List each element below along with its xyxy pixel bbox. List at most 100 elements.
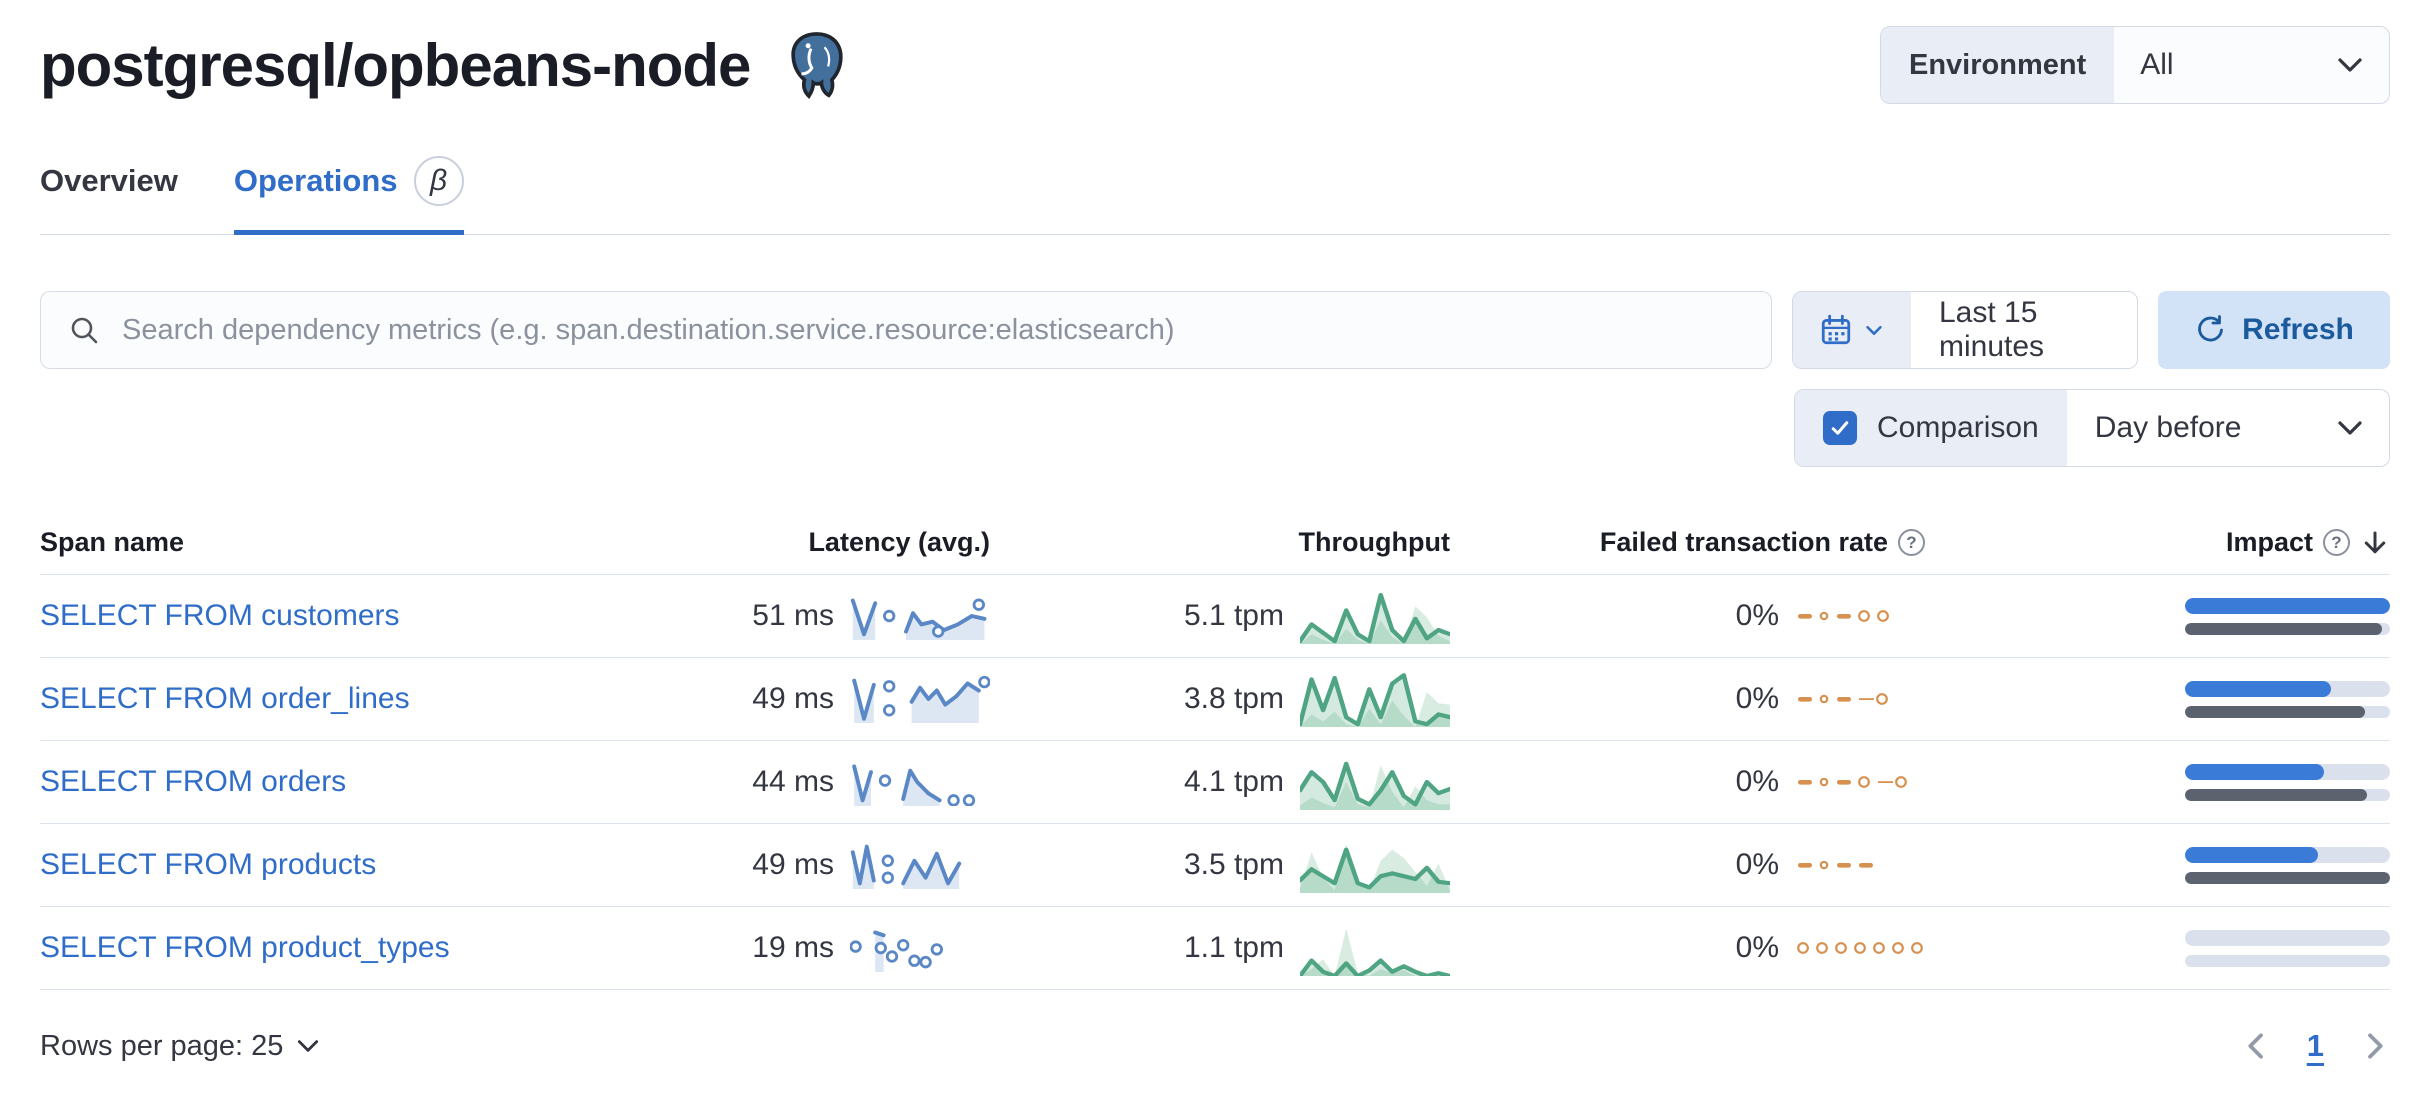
impact-bars <box>2185 680 2390 718</box>
comparison-checkbox[interactable] <box>1823 411 1857 445</box>
impact-bar-current <box>2185 680 2331 697</box>
rows-per-page-label: Rows per page: 25 <box>40 1029 284 1062</box>
failed-rate-cell: 0% <box>1450 682 1925 716</box>
failed-rate-sparkline <box>1798 776 1907 788</box>
tab-operations-label: Operations <box>233 163 398 198</box>
latency-sparkline <box>850 844 962 889</box>
table-row: SELECT FROM orders 44 ms 4.1 tpm 0% <box>40 741 2390 824</box>
tab-operations[interactable]: Operations β <box>233 156 464 235</box>
column-span-name[interactable]: Span name <box>40 527 185 557</box>
throughput-value: 5.1 tpm <box>1183 599 1284 632</box>
latency-cell: 51 ms <box>600 592 990 640</box>
chevron-down-icon <box>2338 421 2362 435</box>
throughput-sparkline <box>1300 928 1450 976</box>
environment-select[interactable]: Environment All <box>1880 26 2390 104</box>
tab-overview-label: Overview <box>40 163 178 198</box>
column-failed-rate-label: Failed transaction rate <box>1599 527 1888 557</box>
impact-bar-track <box>2185 929 2390 946</box>
column-impact[interactable]: Impact ? <box>1925 527 2390 558</box>
refresh-label: Refresh <box>2242 313 2354 346</box>
failed-rate-value: 0% <box>1735 682 1779 715</box>
span-link[interactable]: SELECT FROM customers <box>40 599 400 632</box>
impact-bar-previous <box>2185 788 2368 801</box>
impact-bar-current <box>2185 846 2319 863</box>
comparison-row: Comparison Day before <box>40 389 2390 467</box>
span-name-cell: SELECT FROM order_lines <box>40 682 600 716</box>
next-page-button[interactable] <box>2358 1030 2390 1062</box>
failed-rate-cell: 0% <box>1450 599 1925 633</box>
latency-sparkline <box>850 930 943 972</box>
postgresql-logo <box>791 32 844 99</box>
table-row: SELECT FROM order_lines 49 ms 3.8 tpm 0% <box>40 658 2390 741</box>
latency-cell: 19 ms <box>600 924 990 972</box>
column-latency[interactable]: Latency (avg.) <box>808 527 990 557</box>
table-footer: Rows per page: 25 1 <box>40 990 2390 1102</box>
date-quick-select[interactable] <box>1793 292 1911 368</box>
chevron-down-icon <box>298 1040 319 1052</box>
failed-rate-sparkline <box>1798 610 1889 622</box>
impact-bars <box>2185 929 2390 967</box>
span-name-cell: SELECT FROM products <box>40 848 600 882</box>
impact-bar-track <box>2185 846 2390 863</box>
impact-cell <box>1925 929 2390 967</box>
tab-bar: Overview Operations β <box>40 156 2390 235</box>
span-link[interactable]: SELECT FROM orders <box>40 765 347 798</box>
failed-rate-sparkline <box>1798 860 1873 870</box>
latency-sparkline <box>852 764 976 806</box>
refresh-icon <box>2198 315 2224 342</box>
throughput-sparkline <box>1300 592 1450 644</box>
impact-bar-previous <box>2185 622 2382 635</box>
column-throughput[interactable]: Throughput <box>1298 527 1450 557</box>
impact-bar-prev-track <box>2185 622 2390 635</box>
throughput-cell: 1.1 tpm <box>990 920 1450 976</box>
column-failed-rate[interactable]: Failed transaction rate ? <box>1450 527 1925 558</box>
date-picker[interactable]: Last 15 minutes <box>1792 291 2138 369</box>
impact-bars <box>2185 846 2390 884</box>
rows-per-page-button[interactable]: Rows per page: 25 <box>40 1030 321 1063</box>
controls-row: Last 15 minutes Refresh <box>40 291 2390 369</box>
throughput-sparkline <box>1300 844 1450 893</box>
span-link[interactable]: SELECT FROM products <box>40 848 377 881</box>
span-link[interactable]: SELECT FROM order_lines <box>40 682 410 715</box>
refresh-button[interactable]: Refresh <box>2158 291 2390 369</box>
page-number[interactable]: 1 <box>2306 1028 2324 1063</box>
span-link[interactable]: SELECT FROM product_types <box>40 931 450 964</box>
table-body: SELECT FROM customers 51 ms 5.1 tpm 0% SELEC… <box>40 575 2390 990</box>
throughput-cell: 3.8 tpm <box>990 671 1450 727</box>
beta-badge: β <box>413 156 464 206</box>
impact-bar-current <box>2185 597 2390 614</box>
table-header: Span name Latency (avg.) Throughput Fail… <box>40 527 2390 575</box>
comparison-value: Day before <box>2094 411 2242 444</box>
checkmark-icon <box>1831 421 1849 435</box>
throughput-value: 3.8 tpm <box>1183 682 1284 715</box>
calendar-icon <box>1821 314 1851 345</box>
column-impact-label: Impact <box>2225 527 2313 557</box>
table-row: SELECT FROM customers 51 ms 5.1 tpm 0% <box>40 575 2390 658</box>
impact-bar-prev-track <box>2185 705 2390 718</box>
impact-bar-current <box>2185 763 2325 780</box>
tab-overview[interactable]: Overview <box>40 156 178 235</box>
impact-cell <box>1925 597 2390 635</box>
latency-value: 19 ms <box>752 931 834 964</box>
search-input[interactable] <box>120 312 1744 348</box>
impact-bar-track <box>2185 680 2390 697</box>
operations-table: Span name Latency (avg.) Throughput Fail… <box>40 527 2390 990</box>
impact-bar-track <box>2185 763 2390 780</box>
failed-rate-value: 0% <box>1735 931 1779 964</box>
pagination: 1 <box>2241 1028 2390 1064</box>
latency-sparkline <box>850 598 987 640</box>
time-range-value[interactable]: Last 15 minutes <box>1939 296 2045 363</box>
comparison-checkbox-group[interactable]: Comparison <box>1795 390 2067 466</box>
throughput-sparkline <box>1300 673 1450 727</box>
chevron-down-icon <box>1866 325 1882 335</box>
comparison-control: Comparison Day before <box>1794 389 2390 467</box>
comparison-select[interactable]: Day before <box>2067 390 2389 466</box>
previous-page-button[interactable] <box>2241 1030 2273 1062</box>
latency-cell: 44 ms <box>600 758 990 806</box>
latency-value: 51 ms <box>752 599 834 632</box>
latency-value: 44 ms <box>752 765 834 798</box>
latency-cell: 49 ms <box>600 675 990 723</box>
page-title: postgresql/opbeans-node <box>40 31 751 99</box>
throughput-cell: 3.5 tpm <box>990 837 1450 893</box>
